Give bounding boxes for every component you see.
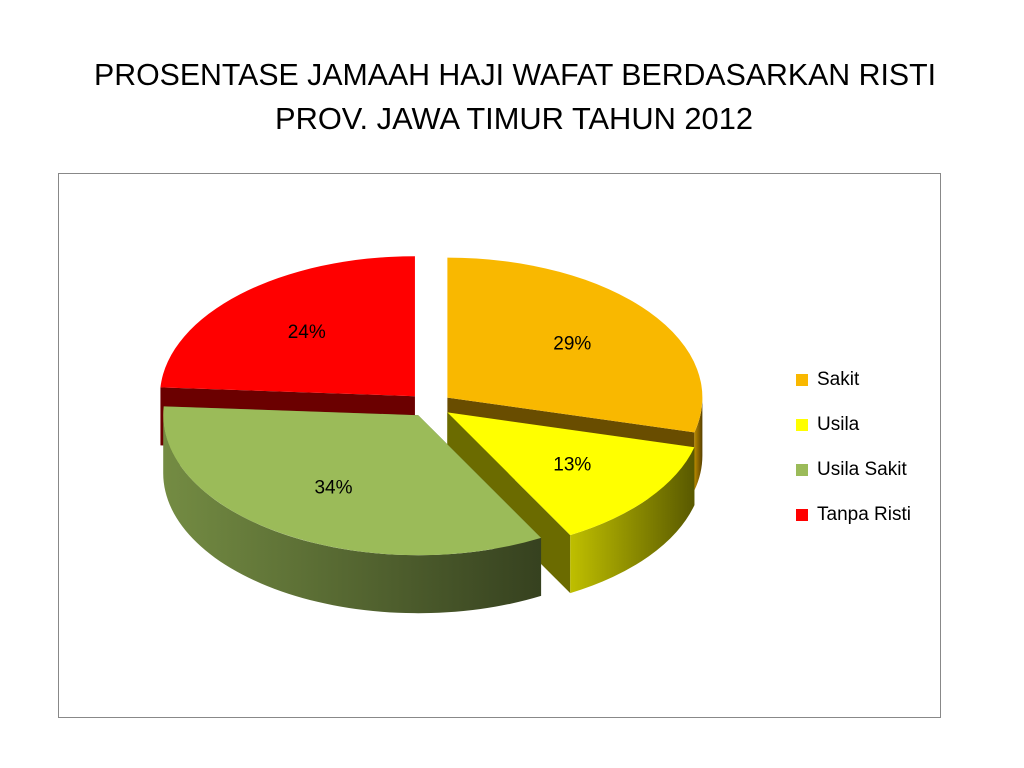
legend-label: Sakit xyxy=(817,369,860,390)
data-label: 29% xyxy=(553,333,591,354)
pie-slice xyxy=(447,257,703,433)
legend-label: Usila xyxy=(817,414,860,435)
legend-swatch xyxy=(796,509,808,521)
chart-area xyxy=(58,173,941,718)
legend-label: Usila Sakit xyxy=(817,459,907,480)
legend-swatch xyxy=(796,419,808,431)
legend-label: Tanpa Risti xyxy=(817,504,911,525)
slice-side xyxy=(570,447,695,594)
legend-swatch xyxy=(796,374,808,386)
slice-side xyxy=(694,397,703,491)
chart-title: PROSENTASE JAMAAH HAJI WAFAT BERDASARKAN… xyxy=(94,57,936,92)
legend-swatch xyxy=(796,464,808,476)
pie-slice xyxy=(447,412,695,536)
data-label: 34% xyxy=(314,478,352,499)
chart-title: PROV. JAWA TIMUR TAHUN 2012 xyxy=(275,101,753,136)
slice-side xyxy=(163,415,542,614)
pie-slice xyxy=(163,406,542,556)
pie-slice xyxy=(160,256,415,397)
data-label: 13% xyxy=(553,455,591,476)
data-label: 24% xyxy=(288,322,326,343)
